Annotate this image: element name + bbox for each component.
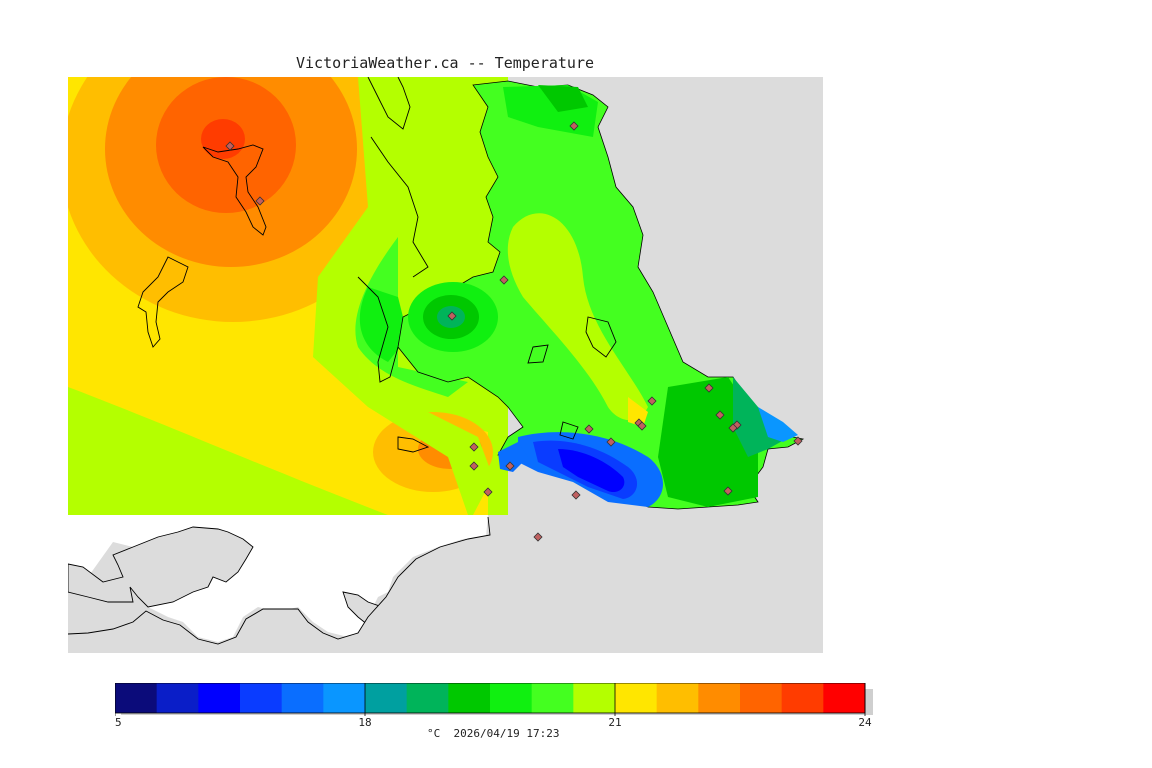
- colorbar-swatch: [615, 683, 658, 713]
- colorbar-tick-label: 15: [115, 716, 122, 729]
- colorbar-swatch: [240, 683, 283, 713]
- station-marker[interactable]: [704, 383, 714, 393]
- colorbar-swatch: [156, 683, 199, 713]
- coastlines: [137, 77, 617, 453]
- station-marker[interactable]: [793, 436, 803, 446]
- colorbar-swatch: [573, 683, 616, 713]
- temperature-field-strait: [313, 77, 493, 515]
- colorbar-caption: °C 2026/04/19 17:23: [427, 727, 559, 740]
- station-marker[interactable]: [483, 487, 493, 497]
- colorbar-swatch: [281, 683, 324, 713]
- colorbar-tick-label: 24: [858, 716, 872, 729]
- timestamp-label: 2026/04/19 17:23: [453, 727, 560, 740]
- station-marker[interactable]: [505, 461, 515, 471]
- colorbar-ticks: 15 18 21 24: [115, 683, 872, 729]
- colorbar-swatch: [406, 683, 449, 713]
- map-title: VictoriaWeather.ca -- Temperature: [296, 54, 595, 72]
- temperature-band-yellowgreen: [507, 213, 648, 421]
- colorbar-swatches: [115, 683, 866, 714]
- station-marker[interactable]: [637, 421, 647, 431]
- station-marker[interactable]: [571, 490, 581, 500]
- units-label: °C: [427, 727, 441, 740]
- colorbar-swatch: [740, 683, 783, 713]
- station-marker[interactable]: [715, 410, 725, 420]
- station-marker[interactable]: [569, 121, 579, 131]
- colorbar-swatch: [365, 683, 408, 713]
- colorbar-tick-label: 18: [358, 716, 371, 729]
- colorbar-swatch: [448, 683, 491, 713]
- station-markers: [225, 121, 803, 542]
- temperature-map: [68, 77, 823, 653]
- station-marker[interactable]: [469, 442, 479, 452]
- colorbar: 15 18 21 24: [115, 683, 873, 729]
- colorbar-swatch: [115, 683, 158, 713]
- coastlines-south: [68, 517, 823, 653]
- station-marker[interactable]: [469, 461, 479, 471]
- station-marker[interactable]: [606, 437, 616, 447]
- station-marker[interactable]: [728, 423, 738, 433]
- colorbar-swatch: [490, 683, 533, 713]
- colorbar-swatch: [323, 683, 366, 713]
- colorbar-tick-label: 21: [608, 716, 621, 729]
- station-marker[interactable]: [447, 311, 457, 321]
- colorbar-swatch: [823, 683, 866, 713]
- colorbar-swatch: [698, 683, 741, 713]
- station-marker[interactable]: [499, 275, 509, 285]
- colorbar-swatch: [198, 683, 241, 713]
- station-marker[interactable]: [723, 486, 733, 496]
- colorbar-swatch: [531, 683, 574, 713]
- station-marker[interactable]: [533, 532, 543, 542]
- station-marker[interactable]: [255, 196, 265, 206]
- station-marker[interactable]: [225, 141, 235, 151]
- station-marker[interactable]: [584, 424, 594, 434]
- colorbar-swatch: [656, 683, 699, 713]
- station-marker[interactable]: [647, 396, 657, 406]
- colorbar-swatch: [781, 683, 824, 713]
